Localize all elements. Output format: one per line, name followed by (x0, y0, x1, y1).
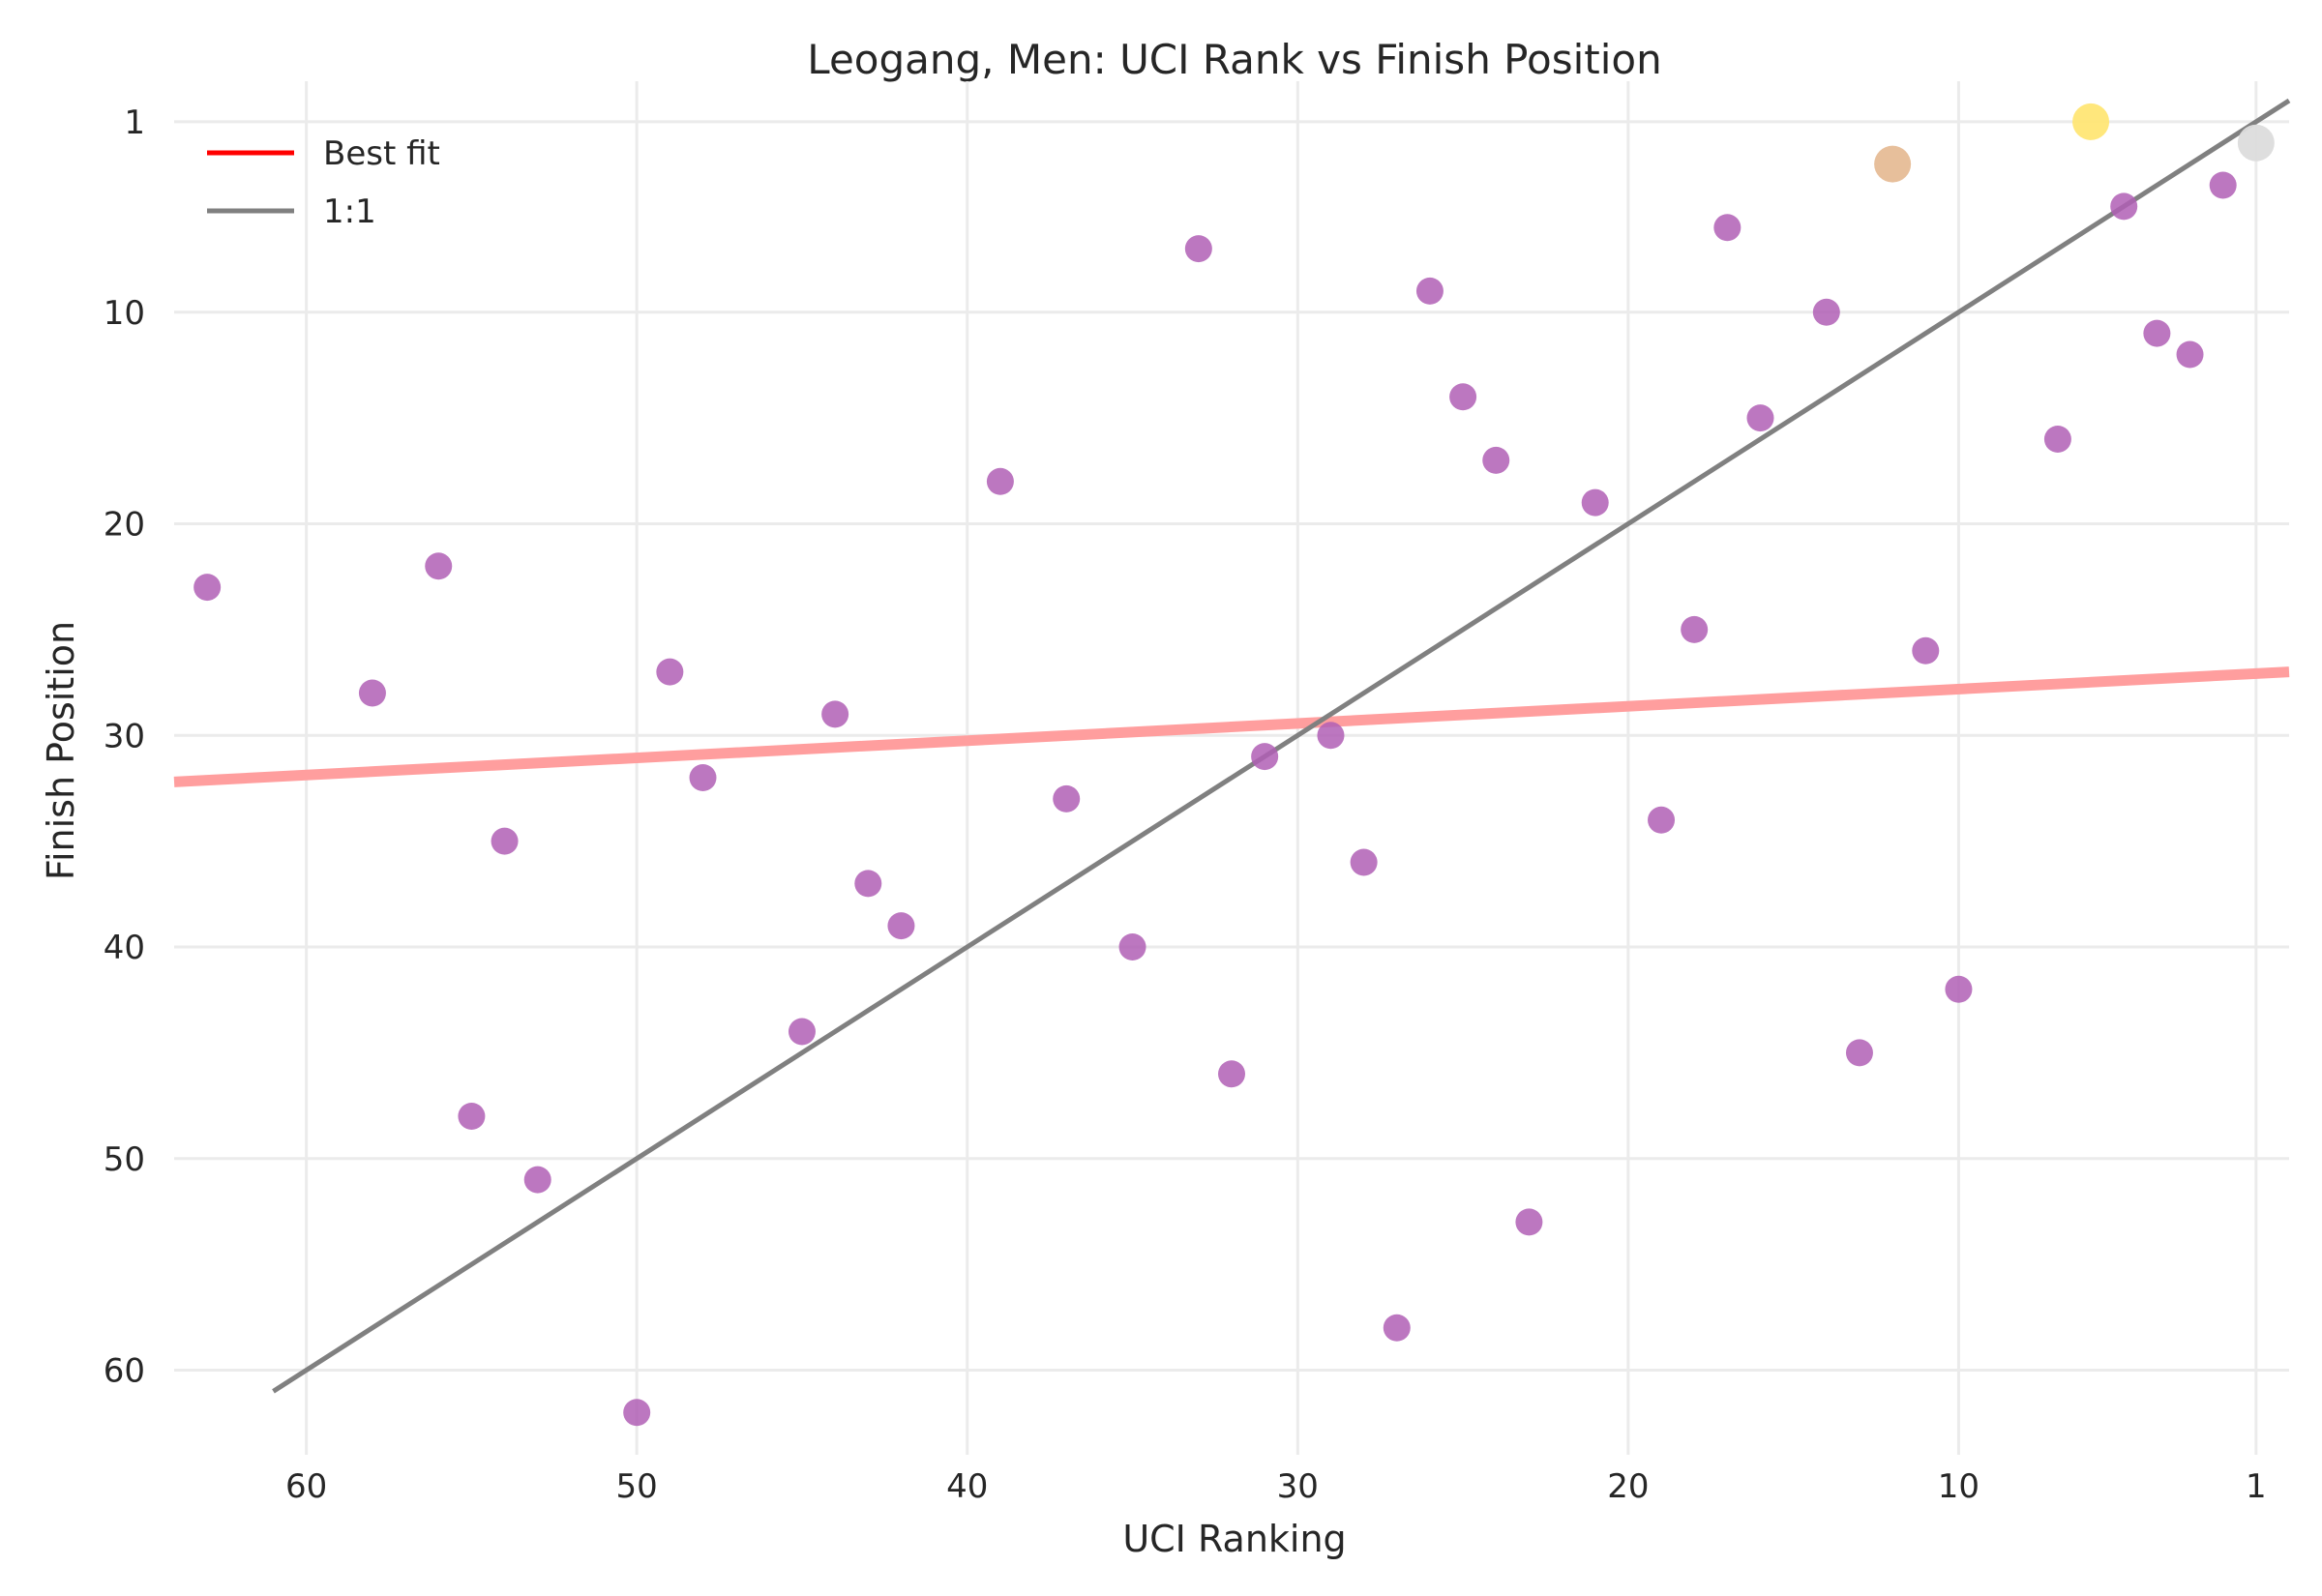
legend: Best fit 1:1 (207, 134, 440, 231)
y-tick-label-1: 10 (104, 294, 145, 333)
data-point-5 (1812, 298, 1840, 326)
data-point-17 (1912, 636, 1940, 665)
data-point-30 (1118, 933, 1146, 961)
x-tick-label-1: 50 (616, 1467, 658, 1506)
podium-points (1874, 103, 2275, 183)
chart-title: Leogang, Men: UCI Rank vs Finish Positio… (807, 36, 1661, 83)
data-point-23 (689, 764, 717, 791)
data-point-7 (2176, 340, 2204, 369)
data-point-31 (1945, 975, 1973, 1003)
podium-point-silver (2237, 124, 2275, 162)
data-point-26 (491, 827, 519, 855)
data-point-29 (887, 912, 915, 940)
identity-line (272, 98, 2291, 1394)
x-tick-label-5: 10 (1938, 1467, 1980, 1506)
y-tick-label-5: 50 (104, 1140, 145, 1179)
data-point-2 (1713, 214, 1742, 242)
data-point-25 (1648, 806, 1676, 834)
x-tick-label-2: 40 (946, 1467, 988, 1506)
x-tick-label-3: 30 (1277, 1467, 1319, 1506)
y-tick-labels: 1 10 20 30 40 50 60 (104, 103, 145, 1391)
data-point-38 (1383, 1314, 1411, 1342)
data-point-14 (425, 552, 453, 580)
data-point-19 (358, 679, 386, 707)
data-point-22 (1251, 743, 1279, 771)
legend-label-0: Best fit (323, 134, 440, 173)
data-point-32 (788, 1018, 816, 1046)
y-tick-label-6: 60 (104, 1352, 145, 1391)
legend-label-1: 1:1 (323, 192, 376, 231)
y-tick-label-3: 30 (104, 717, 145, 755)
podium-point-gold (2072, 103, 2110, 140)
x-tick-label-0: 60 (285, 1467, 327, 1506)
y-tick-label-2: 20 (104, 506, 145, 545)
data-point-11 (1482, 446, 1510, 474)
fit-lines (173, 98, 2291, 1394)
data-point-39 (623, 1399, 651, 1427)
x-axis-label: UCI Ranking (1122, 1518, 1346, 1560)
data-point-35 (458, 1103, 486, 1130)
data-point-8 (1449, 383, 1477, 411)
data-point-18 (656, 658, 684, 686)
data-point-15 (194, 574, 222, 602)
y-axis-label: Finish Position (40, 621, 82, 880)
data-points (194, 171, 2237, 1427)
data-point-34 (1218, 1060, 1245, 1088)
data-point-20 (821, 700, 849, 728)
data-point-12 (986, 467, 1014, 495)
data-point-24 (1053, 784, 1081, 813)
x-tick-label-4: 20 (1607, 1467, 1649, 1506)
y-tick-label-0: 1 (124, 103, 145, 142)
data-point-13 (1581, 488, 1609, 517)
data-point-6 (2143, 319, 2171, 347)
data-point-21 (1317, 722, 1345, 750)
x-tick-label-6: 1 (2246, 1467, 2267, 1506)
best-fit-line (173, 666, 2290, 787)
data-point-33 (1845, 1039, 1873, 1067)
data-point-37 (1515, 1208, 1543, 1236)
data-point-16 (1681, 615, 1709, 643)
y-tick-label-4: 40 (104, 929, 145, 967)
podium-point-bronze (1874, 145, 1912, 183)
data-point-10 (2043, 426, 2071, 453)
data-point-4 (1415, 277, 1444, 305)
data-point-0 (2209, 171, 2237, 199)
data-point-3 (1184, 235, 1212, 263)
data-point-36 (523, 1166, 551, 1194)
x-tick-labels: 60 50 40 30 20 10 1 (285, 1467, 2267, 1506)
data-point-9 (1746, 404, 1774, 432)
data-point-27 (1350, 848, 1378, 876)
data-point-1 (2110, 192, 2138, 221)
data-point-28 (854, 870, 882, 898)
